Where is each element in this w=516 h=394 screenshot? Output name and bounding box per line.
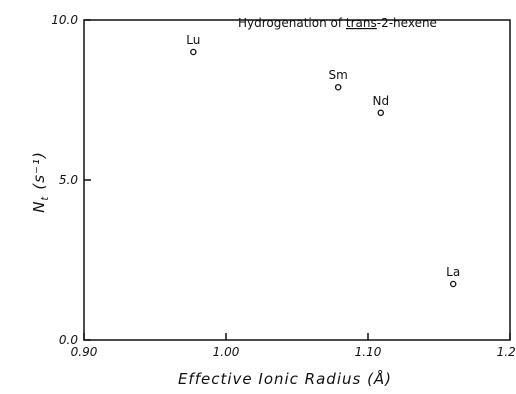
data-label-sm: Sm xyxy=(329,68,348,82)
x-tick-label: 1.20 xyxy=(497,345,516,359)
plot-frame xyxy=(83,19,511,341)
data-points: Lu Sm Nd La xyxy=(186,33,460,288)
x-tick-label: 1.10 xyxy=(355,345,382,359)
annotation-prefix: Hydrogenation of xyxy=(238,16,346,30)
annotation-suffix: -2-hexene xyxy=(377,16,437,30)
svg-text:Nt(s⁻¹): Nt (s⁻¹) xyxy=(30,151,51,213)
y-tick-label: 10.0 xyxy=(51,13,78,27)
annotation-text: Hydrogenation of trans-2-hexene xyxy=(238,16,437,30)
x-axis-title: Effective Ionic Radius (Å) xyxy=(178,369,392,388)
data-point-lu xyxy=(190,48,197,56)
data-point-la xyxy=(449,280,457,288)
axes xyxy=(83,19,511,341)
y-axis-unit: (s⁻¹) xyxy=(30,151,48,189)
ticks: 0.90 1.00 1.10 1.20 0.0 5.0 10.0 xyxy=(51,13,516,359)
data-point-nd xyxy=(377,109,385,117)
data-label-nd: Nd xyxy=(372,94,389,108)
y-tick-label: 0.0 xyxy=(59,333,78,347)
y-axis-symbol: N xyxy=(30,201,48,213)
y-axis-subscript: t xyxy=(40,196,51,201)
annotation-underlined: trans xyxy=(346,16,377,30)
data-label-lu: Lu xyxy=(186,33,200,47)
y-axis-title: Nt (s⁻¹) xyxy=(30,151,51,213)
x-tick-label: 0.90 xyxy=(71,345,98,359)
x-tick-label: 1.00 xyxy=(213,345,240,359)
data-label-la: La xyxy=(446,265,460,279)
y-tick-label: 5.0 xyxy=(59,173,78,187)
data-point-sm xyxy=(334,83,342,91)
